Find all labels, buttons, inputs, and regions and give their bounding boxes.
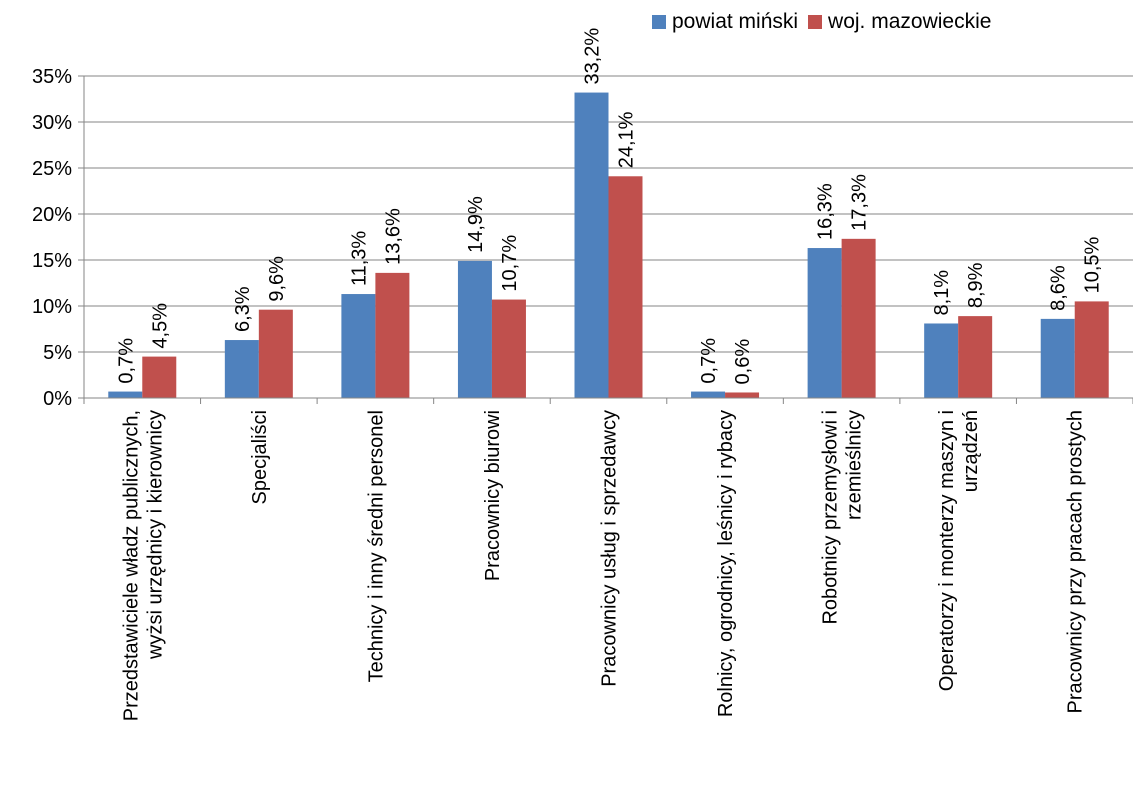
bar: [574, 92, 609, 398]
category-label: Pracownicy biurowi: [482, 410, 504, 581]
data-label: 6,3%: [232, 286, 254, 332]
bar: [608, 176, 643, 398]
category-label: Pracownicy przy pracach prostych: [1065, 410, 1087, 713]
data-label: 8,6%: [1048, 265, 1070, 311]
category-label: Operatorzy i monterzy maszyn i: [936, 410, 958, 691]
data-label: 10,7%: [499, 235, 521, 292]
bar: [1040, 318, 1075, 398]
bar: [1074, 301, 1109, 398]
data-label: 13,6%: [382, 208, 404, 265]
chart-legend: powiat miński woj. mazowieckie: [652, 10, 1001, 34]
data-label: 8,1%: [931, 270, 953, 316]
category-label: Pracownicy usług i sprzedawcy: [599, 410, 621, 687]
y-tick-label: 0%: [43, 388, 72, 410]
y-tick-label: 10%: [32, 296, 72, 318]
legend-label-series-1: powiat miński: [672, 10, 799, 33]
y-tick-label: 15%: [32, 250, 72, 272]
legend-item-series-2: woj. mazowieckie: [808, 10, 991, 34]
data-label: 0,6%: [732, 339, 754, 385]
bar: [457, 260, 492, 398]
bar: [108, 391, 143, 398]
data-label: 33,2%: [582, 28, 604, 85]
data-label: 10,5%: [1082, 236, 1104, 293]
legend-label-series-2: woj. mazowieckie: [828, 10, 992, 33]
category-label: urządzeń: [960, 410, 982, 492]
category-label: Rolnicy, ogrodnicy, leśnicy i rybacy: [715, 410, 737, 717]
y-tick-label: 25%: [32, 158, 72, 180]
bar: [841, 238, 876, 398]
category-label: Technicy i inny średni personel: [365, 410, 387, 682]
category-label: Specjaliści: [249, 410, 271, 504]
category-label: wyżsi urzędnicy i kierownicy: [144, 410, 166, 660]
bar: [258, 309, 293, 398]
category-label: Przedstawiciele władz publicznych,: [120, 410, 142, 721]
category-label: rzemieślnicy: [844, 410, 866, 520]
data-label: 4,5%: [149, 303, 171, 349]
bar: [224, 340, 259, 398]
data-label: 0,7%: [698, 338, 720, 384]
bar: [341, 294, 376, 398]
bar: [491, 299, 526, 398]
data-label: 14,9%: [465, 196, 487, 253]
y-tick-label: 5%: [43, 342, 72, 364]
y-tick-label: 20%: [32, 204, 72, 226]
data-label: 11,3%: [348, 231, 370, 286]
y-tick-label: 35%: [32, 66, 72, 88]
y-tick-label: 30%: [32, 112, 72, 134]
bar: [958, 316, 993, 398]
data-label: 17,3%: [849, 174, 871, 231]
data-label: 0,7%: [115, 338, 137, 384]
legend-item-series-1: powiat miński: [652, 10, 798, 34]
legend-swatch-series-2: [808, 15, 823, 29]
data-label: 16,3%: [815, 183, 837, 240]
legend-swatch-series-1: [652, 15, 666, 29]
bar: [924, 323, 959, 398]
category-label: Robotnicy przemysłowi i: [820, 410, 842, 625]
data-label: 24,1%: [616, 111, 638, 168]
bar: [375, 272, 410, 398]
bar: [725, 392, 760, 398]
bar: [807, 248, 842, 398]
data-label: 8,9%: [965, 262, 987, 308]
bar: [691, 391, 726, 398]
bar: [142, 356, 177, 398]
data-label: 9,6%: [266, 256, 288, 302]
